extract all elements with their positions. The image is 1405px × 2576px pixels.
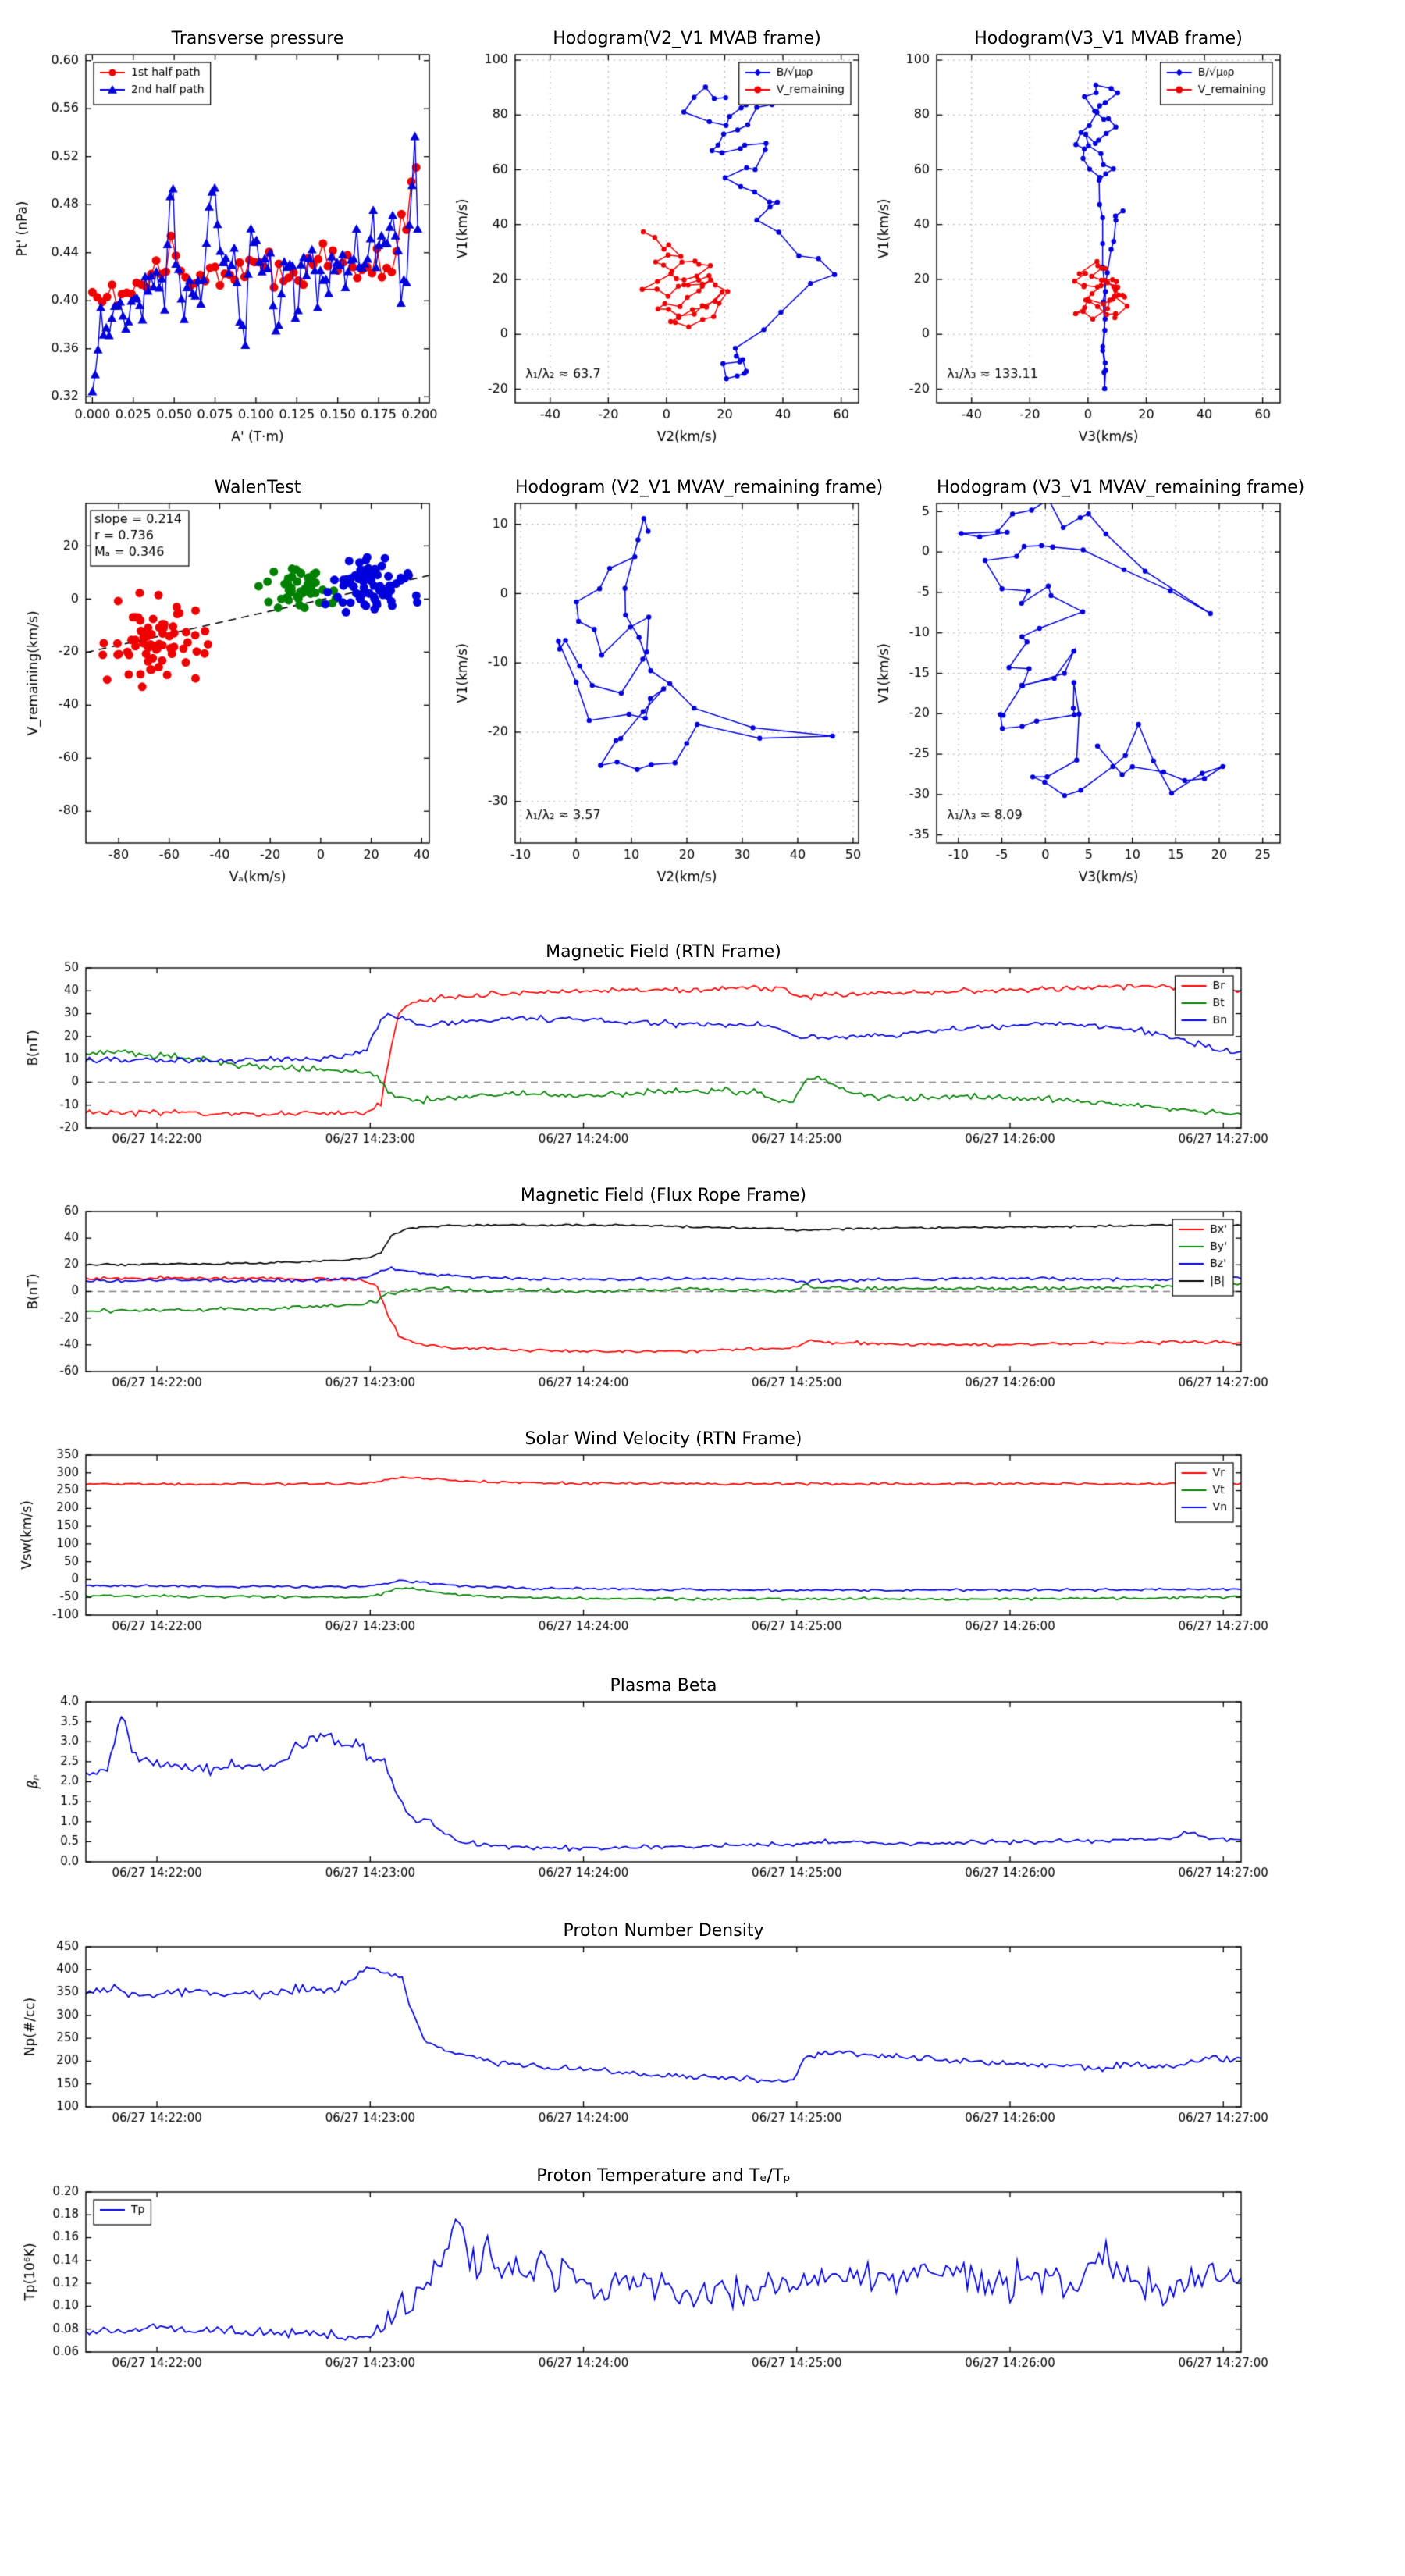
panel-title-magnetic-field-flux-rope: Magnetic Field (Flux Rope Frame) [520, 1186, 807, 1205]
panel-title-proton-temperature: Proton Temperature and Tₑ/Tₚ [536, 2166, 791, 2186]
panel-title-hodogram-v3v1-mvav: Hodogram (V3_V1 MVAV_remaining frame) [937, 478, 1305, 497]
panel-title-hodogram-v2v1-mvav: Hodogram (V2_V1 MVAV_remaining frame) [515, 478, 884, 497]
panel-title-hodogram-v3v1-mvab: Hodogram(V3_V1 MVAB frame) [974, 29, 1243, 48]
panel-title-hodogram-v2v1-mvab: Hodogram(V2_V1 MVAB frame) [553, 29, 821, 48]
panel-title-solar-wind-velocity: Solar Wind Velocity (RTN Frame) [525, 1429, 802, 1449]
panel-title-walen-test: WalenTest [214, 478, 301, 497]
panel-title-magnetic-field-rtn: Magnetic Field (RTN Frame) [546, 942, 781, 962]
panel-title-plasma-beta: Plasma Beta [610, 1676, 717, 1695]
panel-title-proton-number-density: Proton Number Density [563, 1921, 764, 1941]
panel-title-transverse-pressure: Transverse pressure [171, 29, 344, 48]
